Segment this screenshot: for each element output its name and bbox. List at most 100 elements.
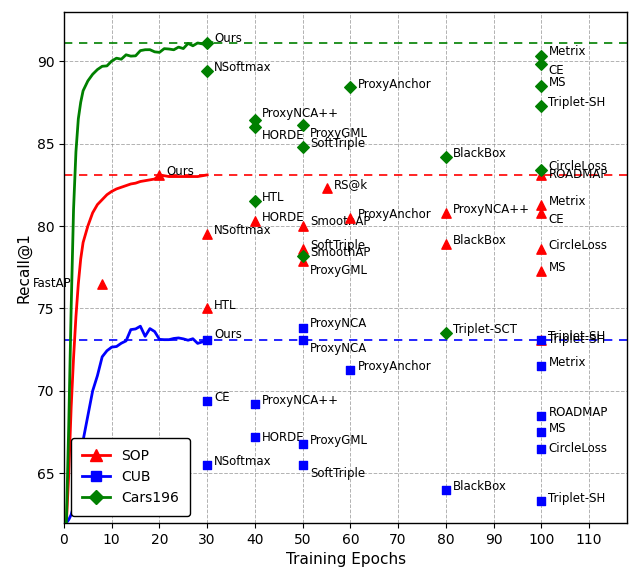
Point: [97, 279, 108, 288]
Text: BlackBox: BlackBox: [453, 480, 507, 493]
Text: CircleLoss: CircleLoss: [548, 442, 607, 455]
Text: Metrix: Metrix: [548, 195, 586, 208]
Text: ProxyAnchor: ProxyAnchor: [358, 208, 431, 221]
Point: [202, 461, 212, 470]
Text: ProxyNCA++: ProxyNCA++: [262, 107, 339, 120]
Text: NSoftmax: NSoftmax: [214, 224, 272, 238]
Point: [536, 166, 547, 175]
Text: ProxyGML: ProxyGML: [310, 434, 368, 447]
Text: ProxyAnchor: ProxyAnchor: [358, 360, 431, 373]
Point: [536, 335, 547, 345]
Text: SmoothAP: SmoothAP: [310, 246, 370, 259]
Point: [202, 66, 212, 76]
Text: Triplet-SH: Triplet-SH: [548, 333, 605, 346]
Point: [536, 428, 547, 437]
Point: [202, 396, 212, 406]
Text: RS@k: RS@k: [333, 178, 368, 191]
Text: CircleLoss: CircleLoss: [548, 239, 607, 252]
Point: [298, 461, 308, 470]
Text: Ours: Ours: [166, 165, 195, 178]
Text: ProxyGML: ProxyGML: [310, 127, 368, 140]
Point: [536, 444, 547, 453]
Text: BlackBox: BlackBox: [453, 147, 507, 160]
Point: [536, 81, 547, 91]
Text: MS: MS: [548, 76, 566, 89]
Point: [298, 256, 308, 266]
Point: [536, 266, 547, 275]
Point: [202, 38, 212, 48]
Text: SoftTriple: SoftTriple: [310, 239, 365, 252]
Text: HTL: HTL: [262, 192, 285, 205]
Text: Metrix: Metrix: [548, 356, 586, 370]
Point: [202, 335, 212, 345]
Text: ROADMAP: ROADMAP: [548, 406, 608, 419]
Text: ProxyAnchor: ProxyAnchor: [358, 78, 431, 91]
Point: [441, 329, 451, 338]
Point: [298, 324, 308, 333]
Text: Ours: Ours: [214, 31, 242, 45]
Text: NSoftmax: NSoftmax: [214, 61, 272, 74]
Text: MS: MS: [548, 261, 566, 274]
Point: [441, 152, 451, 162]
Point: [345, 83, 355, 92]
Point: [298, 121, 308, 130]
Text: FastAP: FastAP: [33, 277, 71, 290]
Point: [250, 400, 260, 409]
Point: [536, 60, 547, 69]
Point: [345, 213, 355, 223]
Text: Ours: Ours: [214, 328, 242, 342]
Legend: SOP, CUB, Cars196: SOP, CUB, Cars196: [71, 438, 190, 516]
Text: ROADMAP: ROADMAP: [548, 168, 608, 181]
Point: [441, 208, 451, 217]
Point: [202, 304, 212, 313]
Point: [250, 217, 260, 226]
Point: [250, 123, 260, 132]
Point: [250, 432, 260, 442]
Text: HTL: HTL: [214, 299, 237, 311]
Point: [536, 497, 547, 506]
Text: Triplet-SH: Triplet-SH: [548, 96, 605, 109]
Text: Triplet-SCT: Triplet-SCT: [453, 324, 517, 336]
Point: [202, 229, 212, 239]
Point: [441, 485, 451, 494]
Point: [536, 335, 547, 345]
Text: CircleLoss: CircleLoss: [548, 160, 607, 173]
Point: [536, 208, 547, 217]
Text: CE: CE: [548, 213, 564, 226]
Text: ProxyNCA: ProxyNCA: [310, 342, 367, 354]
Text: ProxyNCA++: ProxyNCA++: [453, 203, 530, 216]
Point: [298, 335, 308, 345]
Point: [536, 101, 547, 110]
Point: [536, 411, 547, 420]
Point: [298, 439, 308, 449]
Text: BlackBox: BlackBox: [453, 234, 507, 248]
Text: CE: CE: [214, 391, 230, 404]
Point: [250, 196, 260, 206]
Text: SmoothAP: SmoothAP: [310, 214, 370, 228]
Text: HORDE: HORDE: [262, 211, 305, 224]
Text: MS: MS: [548, 422, 566, 435]
Point: [298, 245, 308, 254]
Point: [441, 239, 451, 249]
Text: CE: CE: [548, 64, 564, 77]
Point: [250, 116, 260, 125]
Point: [536, 170, 547, 180]
Point: [536, 200, 547, 209]
Text: ProxyGML: ProxyGML: [310, 264, 368, 277]
Text: SoftTriple: SoftTriple: [310, 467, 365, 480]
X-axis label: Training Epochs: Training Epochs: [285, 552, 406, 567]
Point: [298, 251, 308, 260]
Point: [536, 52, 547, 61]
Text: Triplet-SH: Triplet-SH: [548, 330, 605, 343]
Point: [536, 361, 547, 371]
Text: ProxyNCA++: ProxyNCA++: [262, 394, 339, 407]
Text: SoftTriple: SoftTriple: [310, 137, 365, 150]
Y-axis label: Recall@1: Recall@1: [16, 232, 31, 303]
Text: HORDE: HORDE: [262, 129, 305, 142]
Text: Metrix: Metrix: [548, 45, 586, 58]
Point: [154, 170, 164, 180]
Text: Triplet-SH: Triplet-SH: [548, 492, 605, 505]
Point: [536, 245, 547, 254]
Point: [345, 365, 355, 374]
Text: NSoftmax: NSoftmax: [214, 456, 272, 468]
